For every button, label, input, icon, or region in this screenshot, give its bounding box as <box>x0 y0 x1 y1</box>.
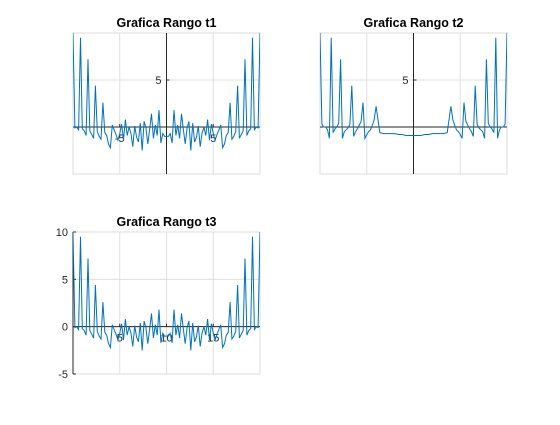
grid <box>73 232 260 374</box>
x-tick-label: 5 <box>117 333 123 345</box>
x-tick-label: 10 <box>160 333 172 345</box>
y-tick-label: 5 <box>402 75 408 87</box>
series-line-t2 <box>320 33 507 141</box>
x-tick-label: -5 <box>115 133 125 145</box>
y-tick-label: 10 <box>56 227 68 239</box>
x-tick-label: 5 <box>210 133 216 145</box>
y-tick-label: 0 <box>62 322 68 334</box>
subplot-1: -5 5 5 Grafica Rango t1 <box>72 16 261 175</box>
y-tick-label: 5 <box>155 75 161 87</box>
y-tick-label: -5 <box>58 369 68 381</box>
series-line-t3 <box>73 232 260 351</box>
subplot-2: 5 Grafica Rango t2 <box>319 16 508 175</box>
chart-title: Grafica Rango t3 <box>116 215 216 229</box>
series-line-t1 <box>73 33 260 151</box>
chart-title: Grafica Rango t2 <box>363 16 463 30</box>
y-tick-label: 5 <box>62 274 68 286</box>
chart-title: Grafica Rango t1 <box>116 16 216 30</box>
